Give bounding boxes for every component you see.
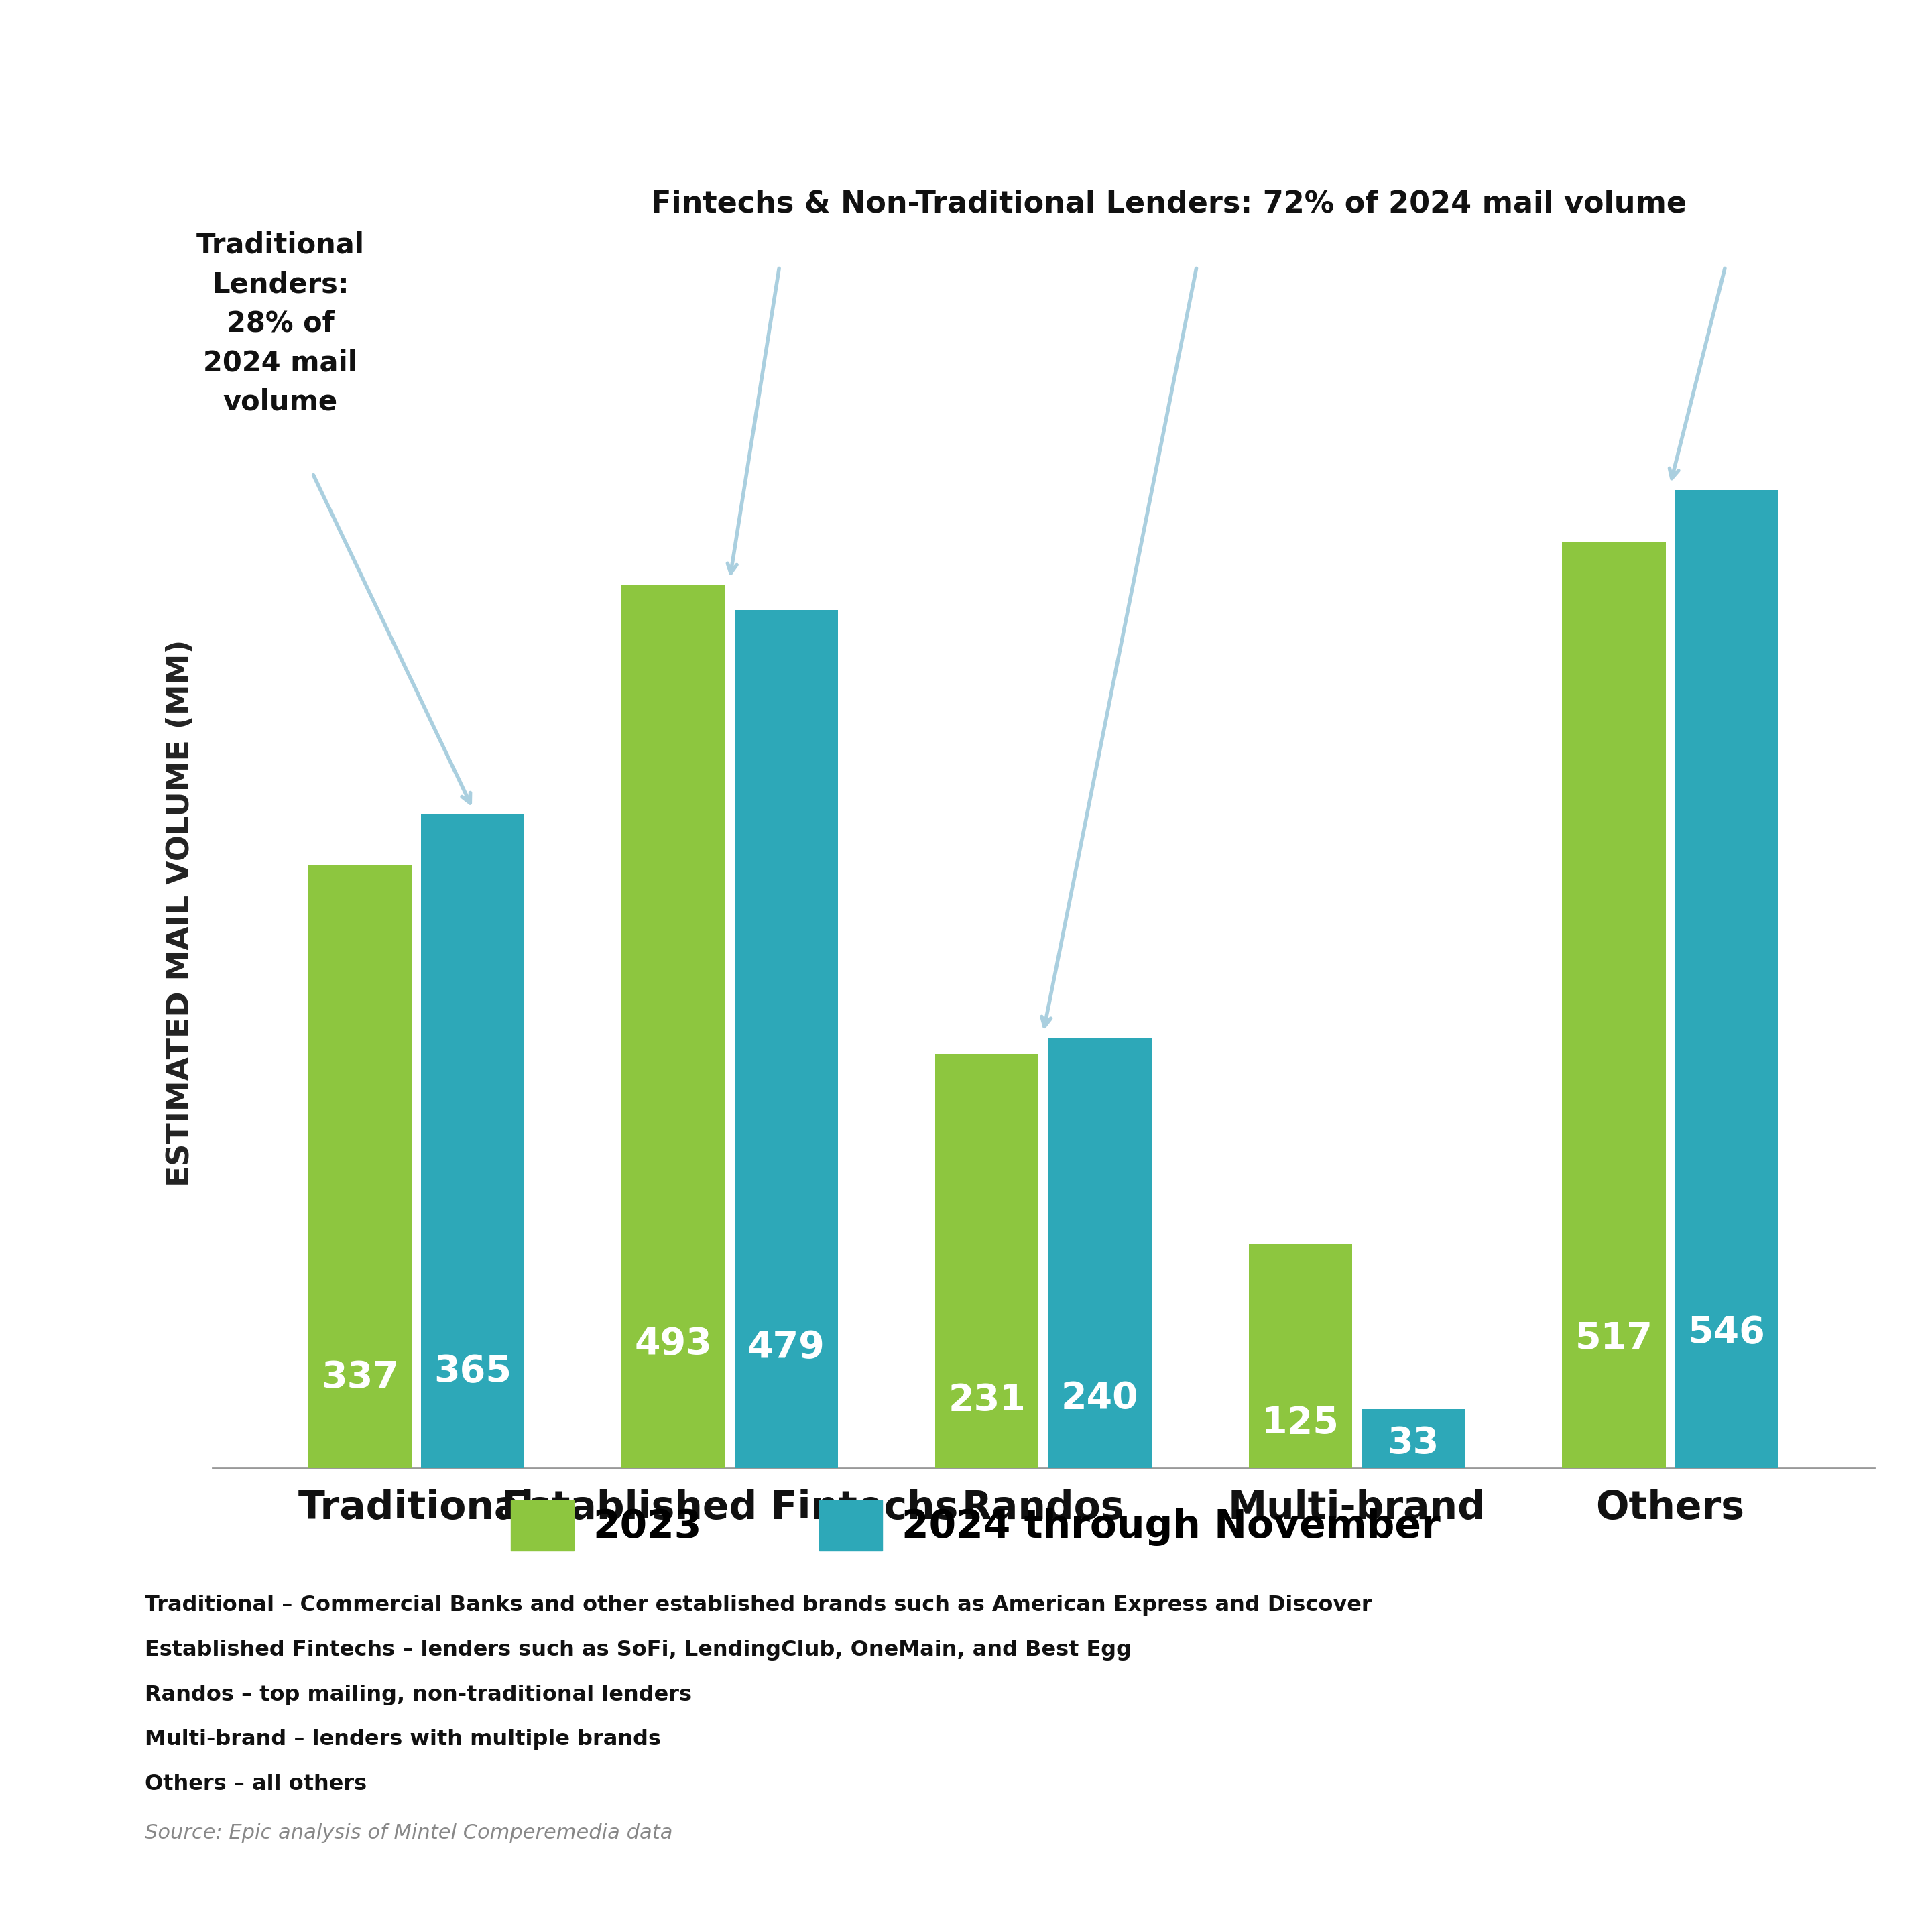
Bar bbox=[935, 1055, 1039, 1468]
Text: Source: Epic analysis of Mintel Comperemedia data: Source: Epic analysis of Mintel Comperem… bbox=[145, 1824, 672, 1843]
Text: Traditional – Commercial Banks and other established brands such as American Exp: Traditional – Commercial Banks and other… bbox=[145, 1596, 1372, 1615]
Text: 231: 231 bbox=[949, 1383, 1026, 1418]
Y-axis label: ESTIMATED MAIL VOLUME (MM): ESTIMATED MAIL VOLUME (MM) bbox=[166, 639, 195, 1186]
Text: Fintechs & Non-Traditional Lenders: 72% of 2024 mail volume: Fintechs & Non-Traditional Lenders: 72% … bbox=[651, 189, 1687, 218]
Text: Established Fintechs – lenders such as SoFi, LendingClub, OneMain, and Best Egg: Established Fintechs – lenders such as S… bbox=[145, 1640, 1132, 1660]
Text: 546: 546 bbox=[1689, 1314, 1766, 1350]
Bar bbox=[622, 585, 724, 1468]
Legend: 2023, 2024 through November: 2023, 2024 through November bbox=[495, 1484, 1457, 1567]
Bar bbox=[421, 813, 524, 1468]
Text: 125: 125 bbox=[1262, 1405, 1339, 1441]
Bar bbox=[1248, 1244, 1352, 1468]
Text: 517: 517 bbox=[1575, 1321, 1652, 1356]
Bar bbox=[1047, 1037, 1151, 1468]
Text: 240: 240 bbox=[1061, 1381, 1138, 1416]
Text: Others – all others: Others – all others bbox=[145, 1774, 367, 1795]
Bar bbox=[1563, 543, 1665, 1468]
Bar bbox=[734, 611, 838, 1468]
Bar bbox=[1362, 1408, 1464, 1468]
Text: Multi-brand – lenders with multiple brands: Multi-brand – lenders with multiple bran… bbox=[145, 1729, 661, 1750]
Bar bbox=[307, 864, 412, 1468]
Text: 33: 33 bbox=[1387, 1426, 1439, 1461]
Text: 493: 493 bbox=[634, 1325, 713, 1362]
Bar bbox=[1675, 491, 1779, 1468]
Text: Randos – top mailing, non-traditional lenders: Randos – top mailing, non-traditional le… bbox=[145, 1685, 692, 1706]
Text: 479: 479 bbox=[748, 1329, 825, 1366]
Text: 365: 365 bbox=[435, 1354, 512, 1389]
Text: 337: 337 bbox=[321, 1360, 398, 1395]
Text: Traditional
Lenders:
28% of
2024 mail
volume: Traditional Lenders: 28% of 2024 mail vo… bbox=[195, 232, 365, 415]
Text: PERSONAL LOANS: MAIL VOLUME BY LENDER GROUPS: PERSONAL LOANS: MAIL VOLUME BY LENDER GR… bbox=[149, 46, 1783, 99]
